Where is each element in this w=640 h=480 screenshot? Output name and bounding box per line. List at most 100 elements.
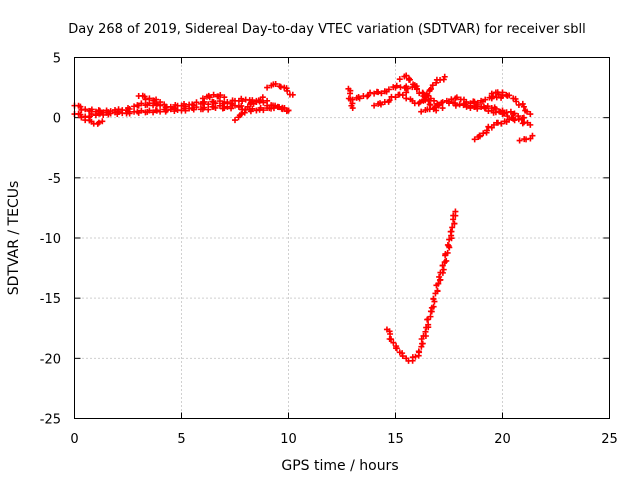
data-point <box>264 84 271 91</box>
data-point <box>126 110 133 117</box>
data-point <box>406 76 413 83</box>
data-point <box>78 114 85 121</box>
data-point <box>367 89 374 96</box>
data-point <box>471 136 478 143</box>
data-point <box>427 308 434 315</box>
chart-title: Day 268 of 2019, Sidereal Day-to-day VTE… <box>68 22 585 37</box>
data-point <box>364 93 371 100</box>
data-point <box>232 117 238 124</box>
data-point <box>229 102 236 109</box>
data-point <box>471 98 478 105</box>
data-point <box>399 92 406 99</box>
data-point <box>483 127 490 134</box>
data-series <box>471 115 517 143</box>
data-point <box>452 102 459 109</box>
grid-lines <box>74 57 610 419</box>
data-point <box>219 105 226 112</box>
y-tick-label: -5 <box>48 172 61 187</box>
data-point <box>500 110 507 117</box>
data-point <box>99 118 106 125</box>
data-point <box>388 336 395 343</box>
data-point <box>418 335 425 342</box>
data-point <box>447 228 454 235</box>
data-point <box>107 110 114 117</box>
data-point <box>401 73 408 80</box>
data-point <box>404 85 411 92</box>
data-point <box>212 104 219 111</box>
data-point <box>457 96 464 103</box>
data-point <box>260 99 267 106</box>
data-point <box>448 96 455 103</box>
data-point <box>444 241 451 248</box>
data-point <box>485 108 492 115</box>
data-series <box>135 92 164 106</box>
data-point <box>428 85 435 92</box>
data-point <box>238 102 245 109</box>
data-point <box>153 96 160 103</box>
data-point <box>153 101 160 108</box>
data-point <box>439 99 446 106</box>
data-point <box>186 105 193 112</box>
data-point <box>510 115 517 122</box>
data-point <box>377 101 384 108</box>
data-point <box>431 97 438 104</box>
data-point <box>78 106 85 113</box>
data-point <box>482 96 489 103</box>
data-point <box>486 94 493 101</box>
data-point <box>440 266 447 273</box>
data-point <box>494 119 501 126</box>
data-point <box>416 99 423 106</box>
data-point <box>260 107 267 114</box>
data-point <box>422 333 429 339</box>
data-point <box>217 92 224 99</box>
data-point <box>409 97 416 104</box>
data-point <box>153 107 160 114</box>
data-point <box>88 110 95 117</box>
data-point <box>443 257 450 264</box>
data-point <box>390 84 397 91</box>
data-point <box>420 97 427 104</box>
data-point <box>448 235 455 242</box>
data-series <box>516 132 536 144</box>
data-point <box>281 104 288 111</box>
data-point <box>95 119 102 126</box>
x-tick-label: 0 <box>70 432 78 447</box>
data-point <box>429 82 436 89</box>
data-point <box>444 249 451 256</box>
data-point <box>100 111 107 118</box>
data-series <box>264 80 296 98</box>
data-series <box>232 94 266 124</box>
data-point <box>250 100 257 107</box>
plot-frame <box>74 57 610 419</box>
data-point <box>205 106 212 113</box>
data-point <box>239 98 246 105</box>
data-point <box>255 97 262 104</box>
data-series <box>371 89 410 109</box>
data-point <box>356 95 363 102</box>
data-point <box>96 110 103 117</box>
data-point <box>515 101 522 108</box>
data-point <box>274 103 281 110</box>
y-axis-label: SDTVAR / TECUs <box>6 181 22 296</box>
data-point <box>434 287 441 294</box>
data-point <box>413 86 420 93</box>
x-tick-label: 10 <box>280 432 297 447</box>
data-point <box>259 94 266 101</box>
data-point <box>445 243 452 250</box>
data-point <box>201 104 208 111</box>
data-point <box>476 133 483 140</box>
data-point <box>516 137 523 144</box>
data-point <box>498 94 505 101</box>
data-point <box>410 81 417 88</box>
data-point <box>507 108 514 115</box>
data-point <box>482 105 489 112</box>
data-point <box>201 98 208 105</box>
data-point <box>498 120 505 127</box>
x-tick-label: 25 <box>601 432 618 447</box>
data-point <box>205 101 212 108</box>
x-tick-label: 5 <box>177 432 185 447</box>
data-point <box>488 90 495 97</box>
x-tick-labels: 0 5 10 15 20 25 <box>70 432 617 447</box>
data-point <box>115 108 122 115</box>
y-tick-label: -15 <box>40 292 61 307</box>
